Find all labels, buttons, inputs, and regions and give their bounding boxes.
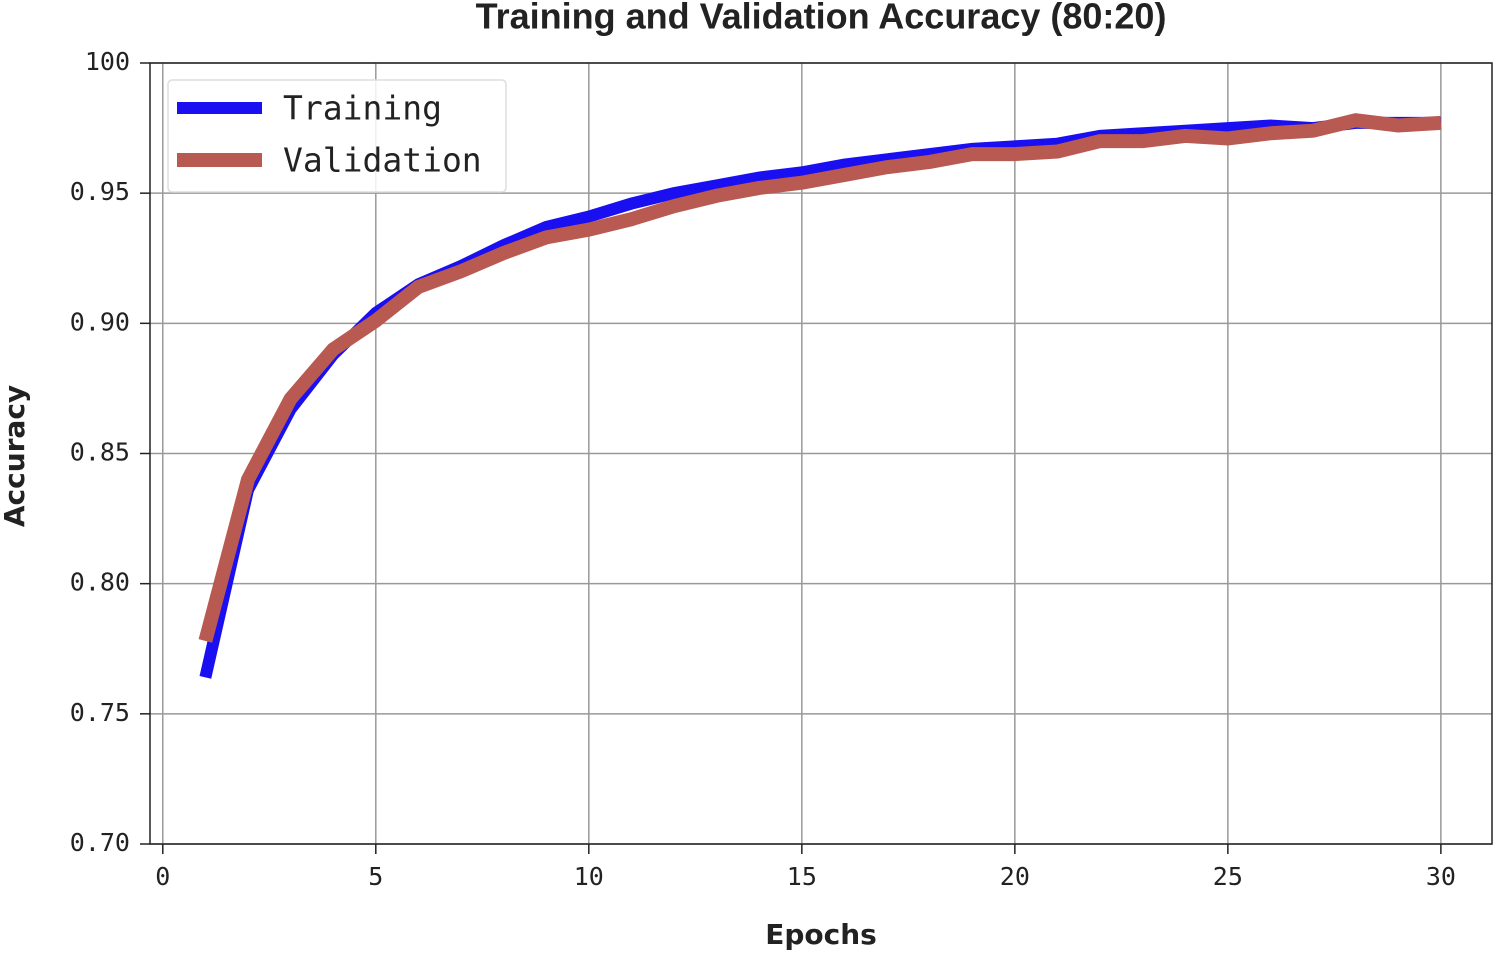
x-tick-label: 0: [155, 862, 170, 891]
y-axis-label: Accuracy: [0, 385, 31, 527]
chart-title: Training and Validation Accuracy (80:20): [476, 0, 1167, 37]
y-tick-label: 0.90: [70, 307, 130, 336]
y-tick-label: 0.80: [70, 568, 130, 597]
data-line: [198, 113, 1442, 643]
x-tick-label: 30: [1426, 862, 1456, 891]
x-tick-label: 15: [787, 862, 817, 891]
x-tick-label: 25: [1213, 862, 1243, 891]
legend-label: Validation: [283, 141, 482, 180]
x-tick-label: 5: [368, 862, 383, 891]
y-tick-label: 0.95: [70, 177, 130, 206]
y-tick-label: 0.70: [70, 828, 130, 857]
legend-label: Training: [283, 89, 442, 128]
x-tick-label: 20: [1000, 862, 1030, 891]
x-axis-label: Epochs: [765, 918, 877, 951]
y-tick-label: 0.85: [70, 438, 130, 467]
y-tick-label: 100: [85, 47, 130, 76]
plot-frame: [149, 62, 1493, 845]
data-line: [199, 116, 1441, 679]
x-tick-label: 10: [574, 862, 604, 891]
y-tick-label: 0.75: [70, 698, 130, 727]
